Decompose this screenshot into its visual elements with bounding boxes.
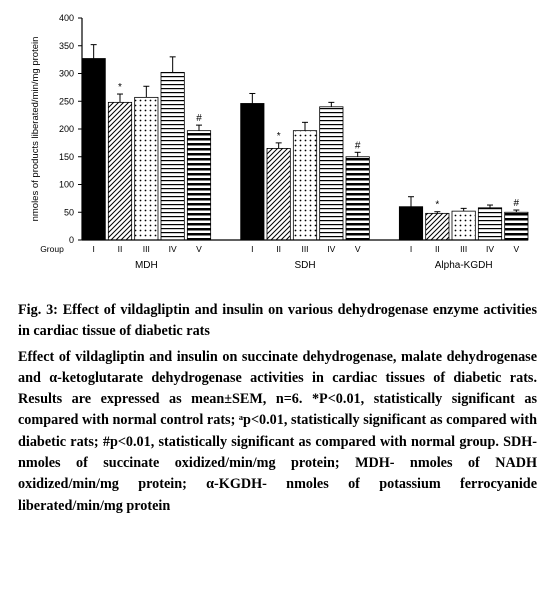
svg-text:V: V: [355, 244, 361, 254]
svg-text:150: 150: [59, 152, 74, 162]
svg-text:SDH: SDH: [294, 260, 315, 271]
svg-text:I: I: [251, 244, 253, 254]
bar-MDH-V: [187, 131, 210, 240]
svg-text:100: 100: [59, 180, 74, 190]
svg-text:50: 50: [64, 207, 74, 217]
chart-container: 0 50 100 150 200 250 300 350 400 nmoles of produc…: [18, 8, 537, 288]
bar-SDH-IV: [320, 107, 343, 240]
bar-MDH-II: [108, 102, 131, 240]
svg-text:*: *: [277, 131, 281, 142]
svg-text:III: III: [143, 244, 150, 254]
svg-text:I: I: [410, 244, 412, 254]
svg-text:Alpha-KGDH: Alpha-KGDH: [435, 260, 493, 271]
svg-text:V: V: [513, 244, 519, 254]
svg-text:IV: IV: [327, 244, 335, 254]
figure-caption: Fig. 3: Effect of vildagliptin and insul…: [18, 300, 537, 517]
bar-Alpha-KGDH-IV: [478, 208, 501, 240]
bar-chart: 0 50 100 150 200 250 300 350 400 nmoles of produc…: [18, 8, 538, 288]
svg-text:II: II: [435, 244, 440, 254]
svg-text:400: 400: [59, 13, 74, 23]
svg-text:V: V: [196, 244, 202, 254]
svg-text:II: II: [118, 244, 123, 254]
bar-Alpha-KGDH-I: [399, 207, 422, 240]
bar-MDH-III: [135, 97, 158, 240]
svg-text:*: *: [435, 200, 439, 211]
svg-text:IV: IV: [486, 244, 494, 254]
svg-text:I: I: [92, 244, 94, 254]
svg-text:Group: Group: [40, 244, 64, 254]
svg-text:300: 300: [59, 69, 74, 79]
svg-text:#: #: [355, 140, 361, 151]
svg-text:MDH: MDH: [135, 260, 158, 271]
bar-Alpha-KGDH-V: [505, 212, 528, 240]
bar-MDH-IV: [161, 72, 184, 240]
bar-Alpha-KGDH-III: [452, 211, 475, 240]
caption-body: Effect of vildagliptin and insulin on su…: [18, 347, 537, 517]
svg-text:0: 0: [69, 235, 74, 245]
bar-Alpha-KGDH-II: [426, 213, 449, 240]
bar-SDH-I: [241, 103, 264, 240]
bar-SDH-II: [267, 148, 290, 240]
svg-text:IV: IV: [169, 244, 177, 254]
svg-text:nmoles of products liberated/m: nmoles of products liberated/min/mg prot…: [30, 37, 41, 222]
bar-SDH-III: [293, 131, 316, 240]
svg-text:III: III: [460, 244, 467, 254]
bar-MDH-I: [82, 59, 105, 240]
svg-text:#: #: [196, 113, 202, 124]
svg-text:III: III: [301, 244, 308, 254]
bar-SDH-V: [346, 157, 369, 240]
svg-text:#: #: [514, 198, 520, 209]
svg-text:II: II: [276, 244, 281, 254]
svg-text:*: *: [118, 82, 122, 93]
svg-text:250: 250: [59, 96, 74, 106]
svg-text:200: 200: [59, 124, 74, 134]
caption-title: Fig. 3: Effect of vildagliptin and insul…: [18, 300, 537, 343]
svg-text:350: 350: [59, 41, 74, 51]
